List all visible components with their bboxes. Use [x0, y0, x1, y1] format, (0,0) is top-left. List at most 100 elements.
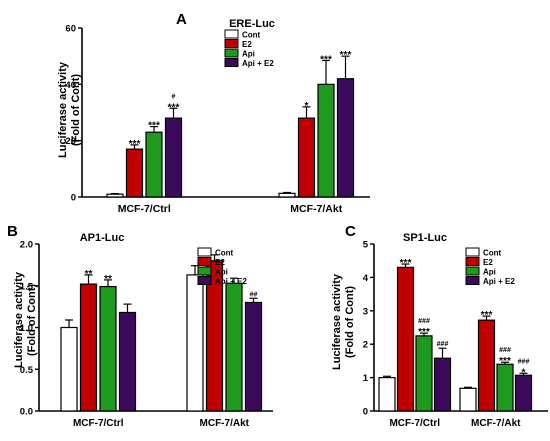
y-tick-label: 5 — [363, 240, 369, 251]
y-tick-label: 1.0 — [20, 323, 33, 334]
significance-annotation: *** — [148, 121, 160, 132]
significance-annotation: ** — [85, 269, 93, 280]
significance-annotation: *** — [320, 54, 332, 65]
legend-swatch — [465, 247, 480, 257]
x-tick-label: MCF-7/Akt — [471, 418, 521, 429]
significance-annotation: ** — [104, 274, 112, 285]
y-axis-label-line: Luciferase activity — [13, 271, 25, 368]
bar — [459, 387, 477, 412]
y-axis-label-line: (Fold of Cont) — [70, 74, 82, 146]
bar — [186, 274, 204, 412]
y-tick-label: 60 — [65, 24, 76, 35]
significance-annotation: *** — [418, 327, 430, 338]
y-axis-label: Luciferase activity(Fold of Cont) — [13, 271, 38, 368]
bar — [99, 285, 117, 412]
legend-swatch — [197, 276, 212, 285]
x-tick-label: MCF-7/Ctrl — [73, 418, 124, 429]
significance-annotation: *** — [340, 50, 352, 61]
significance-annotation: *** — [400, 258, 412, 269]
y-tick-label: 2.0 — [20, 240, 33, 251]
legend-label: Cont — [483, 249, 502, 258]
bar — [125, 148, 144, 198]
bar — [244, 301, 263, 412]
y-tick-label: 3 — [363, 306, 368, 317]
legend-label: E2 — [242, 40, 252, 49]
hash-annotation: # — [172, 93, 176, 100]
panel-letter: C — [345, 223, 356, 240]
y-axis-label-line: (Fold of Cont) — [26, 284, 38, 356]
chart-title: ERE-Luc — [229, 18, 275, 30]
bar — [225, 282, 243, 412]
y-tick-label: 20 — [65, 136, 76, 147]
bar — [415, 335, 433, 412]
significance-annotation: *** — [499, 356, 511, 367]
bar — [378, 377, 396, 412]
bar — [278, 192, 296, 198]
x-tick-label: MCF-7/Akt — [200, 418, 250, 429]
bar — [433, 357, 452, 412]
panel-c: C SP1-Luc Luciferase activity(Fold of Cont… — [331, 223, 548, 429]
bar — [514, 374, 533, 412]
legend-swatch — [465, 266, 480, 276]
bar — [317, 83, 335, 198]
y-axis-label: Luciferase activity(Fold of Cont) — [57, 61, 82, 158]
legend-label: Api + E2 — [215, 277, 247, 286]
legend-label: E2 — [483, 258, 493, 267]
legend-label: E2 — [215, 258, 225, 267]
chart-title: AP1-Luc — [80, 232, 125, 244]
bar — [297, 117, 316, 198]
hash-annotation: ### — [518, 358, 530, 365]
legend-label: Cont — [242, 31, 261, 40]
bar — [145, 131, 163, 198]
legend-label: Api + E2 — [242, 59, 274, 68]
legend-label: Api — [242, 50, 255, 59]
legend-swatch — [197, 257, 212, 266]
y-tick-label: 1 — [363, 373, 369, 384]
significance-annotation: *** — [129, 139, 141, 150]
panel-letter: A — [176, 11, 187, 28]
legend-swatch — [224, 29, 239, 39]
panel-b: B AP1-Luc Luciferase activity(Fold of Cont… — [7, 223, 273, 429]
y-axis-label-line: Luciferase activity — [57, 61, 69, 158]
legend-swatch — [197, 266, 212, 276]
legend-swatch — [224, 58, 239, 67]
y-axis-label-line: (Fold of Cont) — [344, 286, 356, 358]
bar — [477, 319, 496, 412]
legend-label: Api + E2 — [483, 277, 515, 286]
y-tick-label: 0.5 — [20, 365, 34, 376]
bar — [79, 283, 98, 412]
panel-a: A ERE-Luc Luciferase activity(Fold of Cont… — [57, 11, 370, 215]
x-tick-label: MCF-7/Akt — [290, 203, 342, 215]
x-tick-label: MCF-7/Ctrl — [118, 203, 171, 215]
legend-swatch — [197, 247, 212, 257]
legend-label: Cont — [215, 249, 234, 258]
legend-label: Api — [215, 268, 228, 277]
y-tick-label: 4 — [363, 273, 369, 284]
bar — [396, 266, 415, 412]
y-tick-label: 0 — [71, 193, 76, 204]
y-tick-label: 1.5 — [20, 281, 34, 292]
significance-annotation: *** — [481, 310, 493, 321]
significance-annotation: * — [305, 101, 309, 112]
y-axis-label: Luciferase activity(Fold of Cont) — [331, 273, 356, 370]
panel-letter: B — [7, 223, 18, 240]
significance-annotation: * — [522, 367, 526, 378]
y-axis-label-line: Luciferase activity — [331, 273, 343, 370]
bar — [118, 311, 137, 412]
legend-swatch — [465, 257, 480, 266]
bar — [164, 117, 183, 198]
legend-swatch — [224, 48, 239, 58]
significance-annotation: *** — [168, 102, 180, 113]
bar — [106, 193, 124, 198]
y-tick-label: 2 — [363, 340, 368, 351]
hash-annotation: ## — [250, 291, 258, 298]
legend-label: Api — [483, 268, 496, 277]
x-tick-label: MCF-7/Ctrl — [389, 418, 440, 429]
legend-swatch — [465, 276, 480, 285]
bar — [336, 78, 355, 198]
bar — [496, 363, 514, 412]
